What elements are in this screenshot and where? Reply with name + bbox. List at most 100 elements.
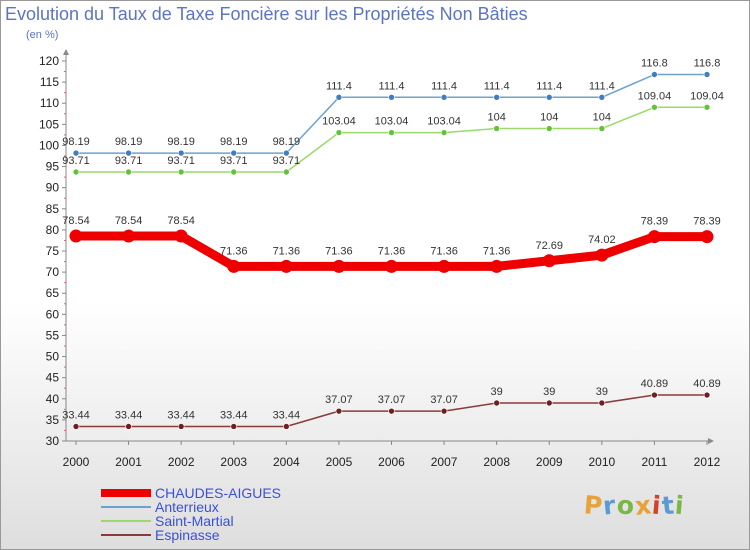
- data-point: [440, 94, 448, 101]
- data-point: [72, 423, 80, 430]
- data-label: 78.39: [641, 216, 669, 228]
- data-point: [177, 149, 185, 157]
- data-label: 78.54: [62, 215, 90, 227]
- x-tick-label: 2002: [168, 455, 195, 469]
- data-point: [230, 168, 238, 176]
- data-point: [279, 259, 293, 273]
- data-label: 93.71: [220, 155, 248, 167]
- data-label: 104: [540, 112, 558, 124]
- data-label: 98.19: [115, 136, 143, 148]
- x-tick-label: 2000: [63, 455, 90, 469]
- data-label: 72.69: [535, 240, 563, 252]
- data-label: 109.04: [690, 90, 724, 102]
- data-point: [598, 125, 606, 132]
- data-label: 39: [596, 386, 608, 398]
- x-tick-label: 2010: [588, 455, 615, 469]
- data-point: [335, 129, 343, 136]
- y-tick-label: 115: [40, 75, 59, 89]
- data-point: [227, 259, 241, 273]
- y-tick-label: 100: [39, 138, 59, 152]
- x-tick-label: 2006: [378, 455, 405, 469]
- data-label: 98.19: [62, 136, 90, 148]
- data-point: [545, 94, 553, 101]
- data-point: [437, 259, 451, 273]
- data-point: [177, 168, 185, 176]
- data-label: 116.8: [641, 58, 668, 70]
- y-tick-label: 120: [39, 54, 59, 68]
- data-label: 93.71: [115, 155, 143, 167]
- data-point: [700, 230, 714, 244]
- x-tick-label: 2008: [483, 455, 510, 469]
- data-point: [651, 103, 658, 111]
- legend-swatch: [101, 489, 151, 497]
- y-tick-label: 95: [46, 160, 60, 174]
- legend-label: CHAUDES-AIGUES: [155, 485, 282, 501]
- legend-label: Saint-Martial: [155, 513, 234, 529]
- data-point: [283, 423, 290, 430]
- data-label: 40.89: [641, 378, 669, 390]
- data-label: 111.4: [379, 80, 405, 92]
- data-point: [493, 125, 500, 132]
- legend-label: Anterrieux: [155, 499, 219, 515]
- legend-item: Espinasse: [101, 527, 401, 543]
- data-label: 78.54: [167, 215, 195, 227]
- legend-item: Anterrieux: [101, 499, 401, 515]
- data-label: 37.07: [325, 394, 353, 406]
- data-label: 33.44: [115, 409, 143, 421]
- data-point: [72, 168, 80, 176]
- data-label: 78.39: [693, 216, 721, 228]
- legend-swatch: [101, 534, 151, 536]
- data-label: 71.36: [378, 245, 406, 257]
- x-tick-label: 2011: [642, 455, 668, 469]
- legend-item: CHAUDES-AIGUES: [101, 485, 401, 501]
- data-point: [703, 103, 711, 111]
- data-point: [545, 399, 553, 407]
- x-tick-label: 2012: [694, 455, 721, 469]
- data-point: [125, 168, 132, 176]
- data-label: 109.04: [638, 90, 672, 102]
- x-tick-label: 2005: [326, 455, 353, 469]
- data-label: 103.04: [322, 116, 356, 128]
- y-axis-arrow: [63, 49, 69, 55]
- data-label: 111.4: [589, 80, 615, 92]
- data-label: 71.36: [325, 245, 353, 257]
- data-point: [542, 254, 556, 268]
- data-point: [703, 391, 711, 399]
- data-point: [598, 94, 606, 101]
- y-tick-label: 75: [46, 244, 60, 258]
- data-label: 71.36: [430, 245, 458, 257]
- x-tick-label: 2001: [115, 455, 142, 469]
- y-tick-label: 45: [46, 371, 60, 385]
- data-point: [388, 129, 395, 136]
- data-point: [493, 399, 500, 407]
- legend: CHAUDES-AIGUES Anterrieux Saint-Martial Esp…: [101, 485, 401, 543]
- data-point: [598, 399, 606, 407]
- data-label: 111.4: [326, 80, 352, 92]
- legend-swatch: [101, 506, 151, 508]
- data-point: [388, 407, 395, 415]
- data-point: [440, 129, 448, 136]
- data-label: 93.71: [273, 155, 301, 167]
- y-tick-label: 85: [46, 202, 60, 216]
- data-point: [440, 407, 448, 415]
- x-tick-label: 2003: [220, 455, 247, 469]
- data-label: 116.8: [694, 58, 721, 70]
- data-label: 103.04: [427, 116, 461, 128]
- data-point: [72, 149, 80, 157]
- data-point: [125, 149, 132, 157]
- data-label: 93.71: [62, 155, 90, 167]
- data-label: 104: [487, 112, 505, 124]
- y-tick-label: 50: [46, 350, 60, 364]
- data-point: [335, 94, 343, 101]
- data-label: 103.04: [375, 116, 409, 128]
- data-label: 74.02: [588, 234, 616, 246]
- chart-title: Evolution du Taux de Taxe Foncière sur l…: [5, 4, 528, 24]
- data-point: [122, 229, 136, 243]
- data-label: 93.71: [167, 155, 195, 167]
- data-label: 37.07: [430, 394, 458, 406]
- data-label: 39: [543, 386, 555, 398]
- data-point: [283, 149, 290, 157]
- data-label: 98.19: [220, 136, 248, 148]
